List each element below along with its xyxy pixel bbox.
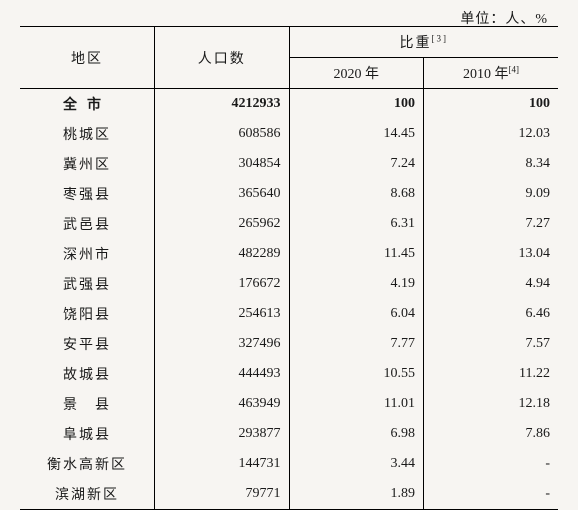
cell-region: 深州市 [20,239,155,269]
cell-population: 444493 [155,359,290,389]
cell-2010: - [424,479,559,510]
cell-2020: 11.01 [289,389,424,419]
col-header-population: 人口数 [155,27,290,89]
year2010-label: 2010 年 [463,67,509,82]
table-header: 地区 人口数 比重[3] 2020 年 2010 年[4] [20,27,558,89]
cell-2020: 7.77 [289,329,424,359]
cell-population: 304854 [155,149,290,179]
cell-2010: 12.18 [424,389,559,419]
cell-2010: 11.22 [424,359,559,389]
cell-2020: 14.45 [289,119,424,149]
cell-region: 武邑县 [20,209,155,239]
cell-2010: 7.86 [424,419,559,449]
table-row: 桃城区60858614.4512.03 [20,119,558,149]
cell-population: 482289 [155,239,290,269]
cell-region: 武强县 [20,269,155,299]
proportion-label: 比重 [400,36,432,51]
cell-2020: 3.44 [289,449,424,479]
cell-region: 枣强县 [20,179,155,209]
cell-2010: - [424,449,559,479]
cell-2020: 6.31 [289,209,424,239]
table-row: 滨湖新区797711.89- [20,479,558,510]
cell-2010: 6.46 [424,299,559,329]
cell-population: 4212933 [155,89,290,120]
cell-2010: 12.03 [424,119,559,149]
col-header-region: 地区 [20,27,155,89]
cell-2010: 4.94 [424,269,559,299]
table-row: 冀州区3048547.248.34 [20,149,558,179]
cell-region: 冀州区 [20,149,155,179]
cell-2010: 7.27 [424,209,559,239]
cell-2020: 6.98 [289,419,424,449]
cell-region: 桃城区 [20,119,155,149]
cell-2020: 7.24 [289,149,424,179]
proportion-footnote: [3] [432,33,449,43]
col-header-2010: 2010 年[4] [424,58,559,89]
table-row: 衡水高新区1447313.44- [20,449,558,479]
table-row-total: 全市 4212933 100 100 [20,89,558,120]
table-row: 深州市48228911.4513.04 [20,239,558,269]
cell-2010: 100 [424,89,559,120]
cell-region: 景 县 [20,389,155,419]
cell-region: 衡水高新区 [20,449,155,479]
cell-region: 全市 [20,89,155,120]
cell-population: 293877 [155,419,290,449]
cell-population: 463949 [155,389,290,419]
cell-region: 安平县 [20,329,155,359]
table-row: 武邑县2659626.317.27 [20,209,558,239]
table-row: 阜城县2938776.987.86 [20,419,558,449]
table-row: 景 县46394911.0112.18 [20,389,558,419]
table-row: 故城县44449310.5511.22 [20,359,558,389]
table-body: 全市 4212933 100 100 桃城区60858614.4512.03冀州… [20,89,558,510]
table-row: 饶阳县2546136.046.46 [20,299,558,329]
cell-region: 故城县 [20,359,155,389]
cell-population: 608586 [155,119,290,149]
cell-2010: 9.09 [424,179,559,209]
table-row: 武强县1766724.194.94 [20,269,558,299]
cell-region: 滨湖新区 [20,479,155,510]
population-table: 地区 人口数 比重[3] 2020 年 2010 年[4] 全市 4212933… [20,26,558,510]
cell-population: 79771 [155,479,290,510]
cell-region: 阜城县 [20,419,155,449]
cell-2020: 10.55 [289,359,424,389]
col-header-proportion: 比重[3] [289,27,558,58]
cell-2010: 7.57 [424,329,559,359]
cell-2010: 8.34 [424,149,559,179]
cell-2020: 11.45 [289,239,424,269]
cell-population: 365640 [155,179,290,209]
table-row: 安平县3274967.777.57 [20,329,558,359]
cell-population: 176672 [155,269,290,299]
year2010-footnote: [4] [509,64,520,74]
cell-population: 265962 [155,209,290,239]
cell-2020: 1.89 [289,479,424,510]
cell-population: 327496 [155,329,290,359]
col-header-2020: 2020 年 [289,58,424,89]
cell-2020: 4.19 [289,269,424,299]
cell-region: 饶阳县 [20,299,155,329]
table-row: 枣强县3656408.689.09 [20,179,558,209]
unit-label: 单位：人、% [20,8,558,26]
cell-2020: 8.68 [289,179,424,209]
cell-population: 144731 [155,449,290,479]
cell-population: 254613 [155,299,290,329]
cell-2020: 6.04 [289,299,424,329]
cell-2020: 100 [289,89,424,120]
cell-2010: 13.04 [424,239,559,269]
